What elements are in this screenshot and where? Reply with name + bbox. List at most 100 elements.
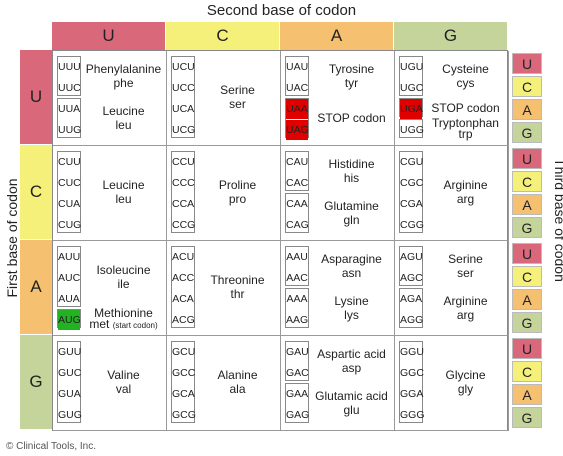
amino-acid-name: Aspartic acid <box>317 347 386 361</box>
third-base-u: U <box>512 243 542 264</box>
third-base-c: C <box>512 361 542 382</box>
amino-acid-label: Methionine met (start codon) <box>83 307 164 331</box>
codon-group-box: UAU UAC <box>285 56 309 96</box>
codon-group-box: AUG <box>57 309 81 330</box>
codon-cgu: CGU <box>400 156 424 168</box>
third-base-u: U <box>512 148 542 169</box>
codon-aau: AAU <box>286 251 308 263</box>
amino-acid-abbr: asp <box>311 361 392 375</box>
amino-acid-label: Cysteine cys <box>425 62 506 90</box>
codon-uuu: UUU <box>58 61 81 73</box>
codon-ggu: GGU <box>400 346 424 358</box>
amino-acid-label: Proline pro <box>197 178 278 206</box>
codon-cell: AAU AAC Asparagine asn AAA AAG Lysine lys <box>281 241 395 336</box>
amino-acid-label: Aspartic acid asp <box>311 347 392 375</box>
third-base-g: G <box>512 122 542 143</box>
codon-agg: AGG <box>400 314 424 326</box>
codon-group-box: GCU GCC GCA GCG <box>171 341 196 423</box>
codon-ggc: GGC <box>400 367 424 379</box>
amino-acid-label: Glutamine gln <box>311 199 392 227</box>
amino-acid-name: Tyrosine <box>328 62 375 76</box>
amino-acid-abbr: ala <box>197 382 278 396</box>
codon-uac: UAC <box>286 82 309 94</box>
codon-group-box: GGU GGC GGA GGG <box>399 341 425 423</box>
amino-acid-abbr-text: leu <box>115 192 132 206</box>
codon-cell: CAU CAC Histidine his CAA CAG Glutamine gln <box>281 146 395 241</box>
amino-acid-abbr: cys <box>425 76 506 90</box>
codon-aca: ACA <box>172 293 194 305</box>
codon-gua: GUA <box>58 388 81 400</box>
amino-acid-name: Glycine <box>445 368 486 382</box>
codon-cell: ACU ACC ACA ACG Threonine thr <box>167 241 281 336</box>
amino-acid-name: Arginine <box>443 294 488 308</box>
codon-ucc: UCC <box>172 82 195 94</box>
codon-cag: CAG <box>286 219 309 231</box>
third-base-g: G <box>512 407 542 428</box>
codon-cell: GGU GGC GGA GGG Glycine gly <box>395 336 509 431</box>
third-base-c: C <box>512 266 542 287</box>
third-base-c: C <box>512 76 542 97</box>
codon-ccg: CCG <box>172 219 196 231</box>
codon-group-box: GUU GUC GUA GUG <box>57 341 82 423</box>
third-base-label: Third base of codon <box>552 158 563 282</box>
amino-acid-name: Proline <box>218 178 257 192</box>
amino-acid-abbr: tyr <box>311 76 392 90</box>
codon-group-box: GAA GAG <box>285 383 309 423</box>
amino-acid-abbr-text: gly <box>457 382 474 396</box>
codon-ucu: UCU <box>172 61 195 73</box>
codon-aag: AAG <box>286 314 309 326</box>
amino-acid-label: Alanine ala <box>197 368 278 396</box>
codon-group-box: AUU AUC AUA <box>57 246 81 307</box>
amino-acid-abbr: met (start codon) <box>83 318 164 331</box>
codon-cell: GUU GUC GUA GUG Valine val <box>53 336 167 431</box>
column-header-u: U <box>52 22 166 50</box>
column-header-c: C <box>166 22 280 50</box>
amino-acid-abbr: phe <box>83 76 164 90</box>
codon-cell: GAU GAC Aspartic acid asp GAA GAG Glutamic aci… <box>281 336 395 431</box>
codon-uag: UAG <box>286 120 309 140</box>
codon-cell: UAU UAC Tyrosine tyr UAA UAG STOP codon <box>281 51 395 146</box>
amino-acid-abbr: trp <box>425 128 506 140</box>
codon-cca: CCA <box>172 198 195 210</box>
codon-group-box: UUU UUC <box>57 56 81 96</box>
codon-cuu: CUU <box>58 156 81 168</box>
codon-caa: CAA <box>286 198 308 210</box>
amino-acid-label: STOP codon <box>425 101 506 115</box>
amino-acid-label: Threonine thr <box>197 273 278 301</box>
codon-acg: ACG <box>172 314 195 326</box>
amino-acid-name: Arginine <box>443 178 488 192</box>
codon-cug: CUG <box>58 219 82 231</box>
start-codon-note: (start codon) <box>112 321 158 330</box>
codon-uua: UUA <box>58 103 81 115</box>
codon-cgc: CGC <box>400 177 424 189</box>
amino-acid-name: Isoleucine <box>96 262 151 277</box>
amino-acid-name: Tryptonphan <box>432 116 499 130</box>
codon-group-box: AAU AAC <box>285 246 309 286</box>
amino-acid-name: Glutamic acid <box>315 389 388 403</box>
amino-acid-abbr-text: leu <box>115 118 132 132</box>
amino-acid-name: Leucine <box>102 104 145 118</box>
row-header-u: U <box>20 50 52 145</box>
third-base-g: G <box>512 217 542 238</box>
copyright: © Clinical Tools, Inc. <box>6 441 96 452</box>
amino-acid-abbr: leu <box>83 192 164 206</box>
codon-gcu: GCU <box>172 346 196 358</box>
first-base-label: First base of codon <box>4 178 20 298</box>
codon-cell: UUU UUC Phenylalanine phe UUA UUG Leucine leu <box>53 51 167 146</box>
amino-acid-abbr: arg <box>425 308 506 322</box>
codon-gca: GCA <box>172 388 195 400</box>
third-base-c: C <box>512 171 542 192</box>
codon-grid: UUU UUC Phenylalanine phe UUA UUG Leucine leu UC… <box>52 50 509 431</box>
amino-acid-abbr-text: ala <box>229 382 246 396</box>
codon-uca: UCA <box>172 103 195 115</box>
codon-acc: ACC <box>172 272 195 284</box>
codon-gcc: GCC <box>172 367 196 379</box>
third-base-u: U <box>512 53 542 74</box>
amino-acid-abbr: lys <box>311 308 392 322</box>
codon-group-box: AAA AAG <box>285 288 309 328</box>
third-base-a: A <box>512 194 542 215</box>
codon-guc: GUC <box>58 367 82 379</box>
amino-acid-abbr-text: asp <box>341 361 362 375</box>
row-header-c: C <box>20 145 52 240</box>
amino-acid-label: Isoleucine ile <box>83 263 164 291</box>
